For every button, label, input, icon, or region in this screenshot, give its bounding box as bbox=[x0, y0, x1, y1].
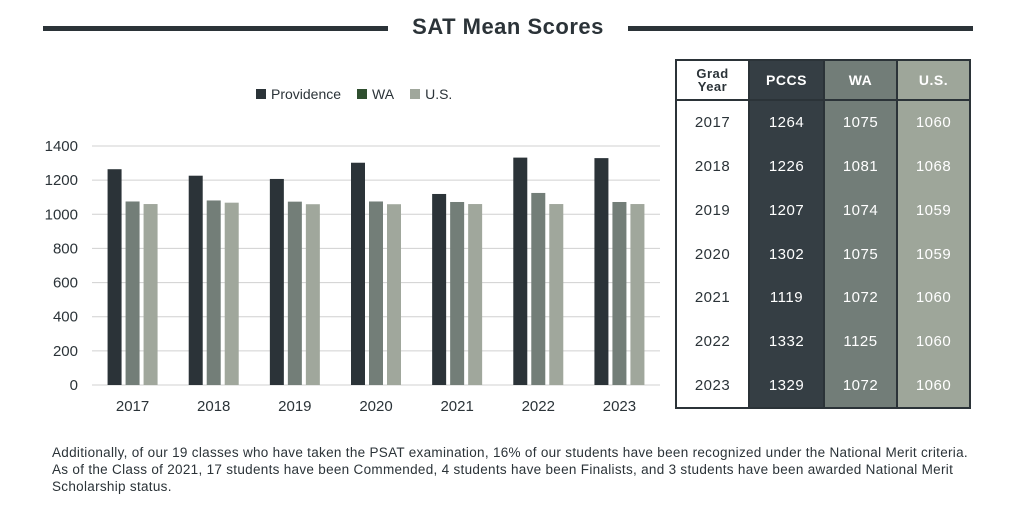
x-tick-label: 2022 bbox=[522, 398, 555, 415]
table-cell-us: 1068 bbox=[915, 158, 952, 176]
scores-table: Grad Year 2017 2018 2019 2020 2021 2022 … bbox=[675, 59, 971, 409]
table-cell-wa: 1075 bbox=[842, 114, 879, 132]
bar-chart: 1400 1200 1000 800 600 400 200 0 2017 2018 2019 202… bbox=[45, 138, 660, 415]
title-rule-right bbox=[628, 26, 973, 31]
table-cell-wa: 1072 bbox=[842, 289, 879, 307]
table-cell-wa: 1081 bbox=[842, 158, 879, 176]
table-cell-year: 2020 bbox=[694, 245, 731, 263]
table-header-wa: WA bbox=[825, 61, 896, 101]
legend-item-wa: WA bbox=[357, 86, 394, 102]
y-tick-label: 400 bbox=[53, 309, 78, 326]
legend-label-wa: WA bbox=[372, 86, 395, 102]
bar-wa-2023 bbox=[612, 201, 627, 385]
table-cell-year: 2018 bbox=[694, 158, 731, 176]
table-header-us: U.S. bbox=[898, 61, 969, 101]
x-tick-label: 2017 bbox=[116, 398, 149, 415]
table-cell-wa: 1125 bbox=[843, 332, 878, 350]
table-cell-us: 1060 bbox=[915, 376, 952, 394]
header-year-line2: Year bbox=[697, 79, 728, 94]
y-tick-label: 1400 bbox=[45, 138, 78, 155]
bar-wa-2019 bbox=[287, 201, 302, 385]
table-cell-us: 1059 bbox=[915, 245, 952, 263]
table-cell-wa: 1074 bbox=[842, 201, 879, 219]
bar-us-2022 bbox=[549, 204, 564, 385]
bar-wa-2020 bbox=[369, 201, 383, 385]
bar-providence-2021 bbox=[432, 193, 447, 385]
bar-wa-2021 bbox=[450, 201, 465, 385]
table-cell-pccs: 1264 bbox=[768, 114, 805, 132]
bar-providence-2020 bbox=[351, 162, 365, 385]
y-tick-label: 1200 bbox=[45, 172, 78, 189]
bar-wa-2018 bbox=[206, 200, 221, 385]
bar-us-2019 bbox=[305, 204, 320, 385]
table-cell-year: 2023 bbox=[694, 376, 731, 394]
bar-us-2021 bbox=[468, 204, 483, 385]
x-tick-label: 2018 bbox=[197, 398, 230, 415]
table-col-wa: WA 1075 1081 1074 1075 1072 1125 1072 bbox=[825, 61, 898, 407]
table-col-us: U.S. 1060 1068 1059 1059 1060 1060 1060 bbox=[898, 61, 969, 407]
bar-us-2018 bbox=[224, 202, 239, 385]
y-tick-label: 800 bbox=[53, 240, 78, 257]
table-cell-pccs: 1332 bbox=[768, 332, 805, 350]
table-cell-us: 1060 bbox=[915, 332, 952, 350]
y-tick-label: 0 bbox=[70, 377, 78, 394]
bar-us-2023 bbox=[630, 204, 645, 385]
table-cell-year: 2017 bbox=[694, 114, 731, 132]
legend-swatch-providence bbox=[256, 89, 266, 99]
table-cell-pccs: 1207 bbox=[768, 201, 805, 219]
legend-label-providence: Providence bbox=[271, 86, 342, 102]
bar-providence-2018 bbox=[188, 175, 203, 385]
bar-us-2020 bbox=[387, 204, 401, 385]
table-cell-us: 1060 bbox=[915, 289, 952, 307]
table-header-pccs: PCCS bbox=[750, 61, 823, 101]
bar-providence-2023 bbox=[594, 158, 609, 385]
x-tick-label: 2020 bbox=[359, 398, 392, 415]
y-tick-label: 1000 bbox=[45, 206, 78, 223]
bar-providence-2017 bbox=[107, 169, 122, 385]
y-tick-label: 600 bbox=[53, 275, 78, 292]
table-cell-pccs: 1302 bbox=[768, 245, 805, 263]
bar-us-2017 bbox=[143, 204, 158, 385]
legend-item-us: U.S. bbox=[410, 86, 452, 102]
table-cell-pccs: 1329 bbox=[768, 376, 805, 394]
chart-title: SAT Mean Scores bbox=[412, 14, 604, 39]
legend-item-providence: Providence bbox=[256, 86, 341, 102]
y-tick-label: 200 bbox=[53, 343, 78, 360]
title-rule-left bbox=[43, 26, 388, 31]
table-cell-pccs: 1119 bbox=[769, 289, 804, 307]
x-tick-label: 2021 bbox=[440, 398, 473, 415]
table-cell-year: 2019 bbox=[694, 201, 731, 219]
bar-wa-2022 bbox=[531, 192, 546, 385]
legend-label-us: U.S. bbox=[425, 86, 453, 102]
chart-legend: Providence WA U.S. bbox=[256, 86, 452, 102]
table-col-pccs: PCCS 1264 1226 1207 1302 1119 1332 1329 bbox=[750, 61, 825, 407]
table-cell-pccs: 1226 bbox=[768, 158, 805, 176]
bar-providence-2019 bbox=[269, 178, 284, 385]
legend-swatch-wa bbox=[357, 89, 368, 99]
x-tick-label: 2023 bbox=[603, 398, 636, 415]
table-cell-year: 2022 bbox=[694, 332, 731, 350]
header-year-line1: Grad bbox=[696, 66, 729, 81]
table-cell-us: 1060 bbox=[915, 114, 952, 132]
legend-swatch-us bbox=[410, 89, 421, 99]
table-cell-wa: 1075 bbox=[842, 245, 879, 263]
table-col-year: Grad Year 2017 2018 2019 2020 2021 2022 … bbox=[677, 61, 750, 407]
bar-wa-2017 bbox=[125, 201, 140, 385]
table-cell-wa: 1072 bbox=[842, 376, 879, 394]
x-tick-label: 2019 bbox=[278, 398, 311, 415]
table-cell-year: 2021 bbox=[694, 289, 731, 307]
table-header-year: Grad Year bbox=[677, 61, 748, 101]
bar-providence-2022 bbox=[513, 157, 528, 385]
table-cell-us: 1059 bbox=[915, 201, 952, 219]
psat-footnote: Additionally, of our 19 classes who have… bbox=[52, 445, 968, 494]
